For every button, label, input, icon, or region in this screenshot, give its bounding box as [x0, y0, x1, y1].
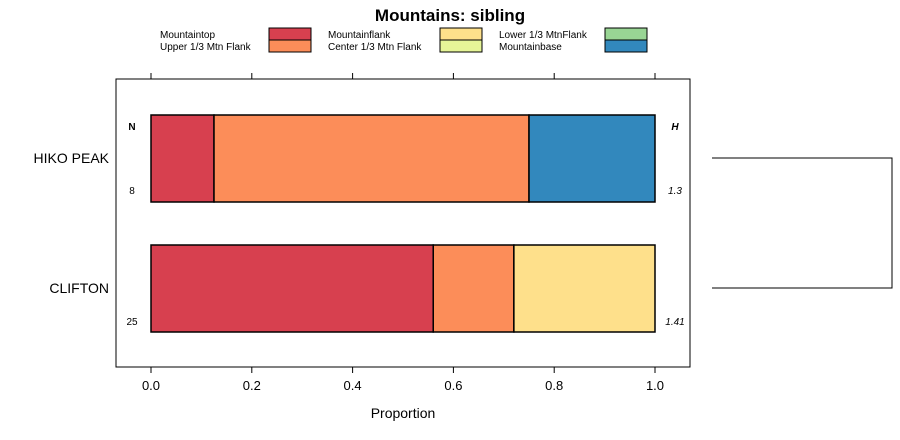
- bar-hiko-peak-mountaintop: [150, 114, 215, 203]
- x-axis-ticks: 0.0 0.2 0.4 0.6 0.8 1.0: [142, 73, 664, 393]
- x-tick-label-0-6: 0.6: [444, 378, 462, 393]
- x-tick-label-0-4: 0.4: [344, 378, 362, 393]
- n-header: N: [128, 122, 135, 133]
- legend-swatch-upper-1-3-mtn-flank: [268, 39, 312, 53]
- h-value-clifton: 1.41: [665, 317, 684, 328]
- chart-title: Mountains: sibling: [375, 6, 525, 25]
- bar-clifton-upper-1-3-mtn-flank: [432, 244, 515, 333]
- x-axis-label: Proportion: [371, 405, 436, 421]
- annotations: N H 8 25 1.3 1.41: [126, 122, 684, 328]
- h-header: H: [671, 122, 679, 133]
- x-tick-label-0-8: 0.8: [545, 378, 563, 393]
- legend-label-upper-1-3-mtn-flank: Upper 1/3 Mtn Flank: [160, 42, 252, 53]
- legend-label-center-1-3-mtn-flank: Center 1/3 Mtn Flank: [328, 42, 422, 53]
- x-tick-label-1-0: 1.0: [646, 378, 664, 393]
- n-value-clifton: 25: [126, 317, 138, 328]
- dendrogram: [712, 157, 893, 289]
- legend-swatch-center-1-3-mtn-flank: [439, 39, 483, 53]
- x-tick-label-0-0: 0.0: [142, 378, 160, 393]
- bars: [150, 114, 656, 333]
- legend-swatch-lower-1-3-mtnflank: [604, 27, 648, 41]
- category-label-hiko-peak: HIKO PEAK: [34, 150, 110, 166]
- legend-swatch-mountainbase: [604, 39, 648, 53]
- bar-clifton-mountaintop: [150, 244, 434, 333]
- n-value-hiko-peak: 8: [129, 186, 135, 197]
- legend-swatch-mountainflank: [439, 27, 483, 41]
- legend-label-mountaintop: Mountaintop: [160, 30, 215, 41]
- legend-label-mountainbase: Mountainbase: [499, 42, 562, 53]
- legend-label-mountainflank: Mountainflank: [328, 30, 391, 41]
- bar-hiko-peak-mountainbase: [528, 114, 656, 203]
- bar-hiko-peak-upper-1-3-mtn-flank: [213, 114, 530, 203]
- legend-label-lower-1-3-mtnflank: Lower 1/3 MtnFlank: [499, 30, 588, 41]
- plot-frame: [115, 78, 691, 368]
- x-tick-label-0-2: 0.2: [243, 378, 261, 393]
- category-labels: HIKO PEAK CLIFTON: [34, 150, 110, 296]
- legend-swatch-mountaintop: [268, 27, 312, 41]
- category-label-clifton: CLIFTON: [49, 280, 109, 296]
- h-value-hiko-peak: 1.3: [668, 186, 682, 197]
- dendrogram-branch: [712, 157, 893, 289]
- bar-clifton-mountainflank: [513, 244, 656, 333]
